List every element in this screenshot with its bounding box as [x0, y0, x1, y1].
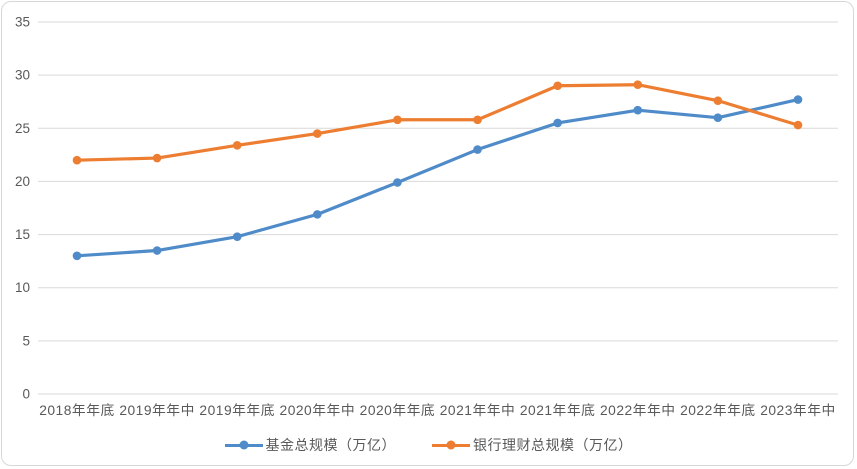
data-point-marker: [72, 155, 82, 165]
x-axis-tick-label: 2023年年中: [760, 403, 836, 418]
y-axis-tick-label: 35: [15, 15, 30, 30]
data-point-marker: [313, 129, 322, 138]
x-axis-tick-label: 2022年年底: [680, 403, 756, 418]
data-point-marker: [473, 145, 482, 154]
x-axis-tick-label: 2021年年底: [520, 403, 596, 418]
x-axis-tick-label: 2021年年中: [440, 403, 516, 418]
x-axis-tick-label: 2018年年底: [39, 403, 115, 418]
data-point-marker: [393, 178, 402, 187]
x-axis-tick-label: 2020年年中: [280, 403, 356, 418]
y-axis-tick-label: 10: [15, 280, 30, 295]
data-point-marker: [72, 251, 82, 261]
data-point-marker: [152, 246, 162, 255]
data-point-marker: [633, 80, 643, 90]
data-point-marker: [553, 118, 562, 128]
data-point-marker: [232, 140, 242, 150]
legend-line-marker-icon: [224, 440, 263, 450]
legend-item-fund-total: 基金总规模（万亿）: [224, 435, 397, 455]
chart-legend: 基金总规模（万亿） 银行理财总规模（万亿）: [0, 434, 857, 456]
legend-dot-icon: [239, 440, 248, 450]
x-axis-tick-label: 2020年年底: [360, 403, 436, 418]
y-axis-tick-label: 15: [15, 227, 30, 242]
x-axis-tick-label: 2019年年底: [199, 403, 275, 418]
data-point-marker: [152, 153, 162, 163]
data-point-marker: [473, 115, 482, 125]
legend-line-marker-icon: [432, 440, 470, 450]
data-point-marker: [232, 232, 242, 241]
legend-label-fund-total: 基金总规模（万亿）: [265, 437, 396, 453]
data-point-marker: [713, 96, 723, 105]
legend-label-bank-wealth-total: 银行理财总规模（万亿）: [473, 437, 633, 453]
data-point-marker: [313, 210, 322, 219]
legend-item-bank-wealth-total: 银行理财总规模（万亿）: [432, 435, 633, 455]
data-point-marker: [793, 95, 803, 104]
series-line-0: [75, 97, 800, 258]
x-axis-tick-label: 2019年年中: [119, 403, 195, 418]
y-axis-tick-label: 25: [15, 121, 30, 136]
data-point-marker: [393, 115, 402, 125]
data-point-marker: [553, 81, 562, 91]
series-line-1: [75, 83, 800, 162]
legend-dot-icon: [446, 440, 456, 450]
y-axis-tick-label: 20: [15, 174, 30, 189]
data-point-marker: [793, 120, 803, 130]
data-point-marker: [713, 113, 723, 122]
y-axis-tick-label: 5: [22, 333, 30, 348]
y-axis-tick-label: 0: [22, 387, 30, 402]
data-point-marker: [633, 105, 643, 115]
x-axis-tick-label: 2022年年中: [600, 403, 676, 418]
y-axis-tick-label: 30: [15, 68, 30, 83]
